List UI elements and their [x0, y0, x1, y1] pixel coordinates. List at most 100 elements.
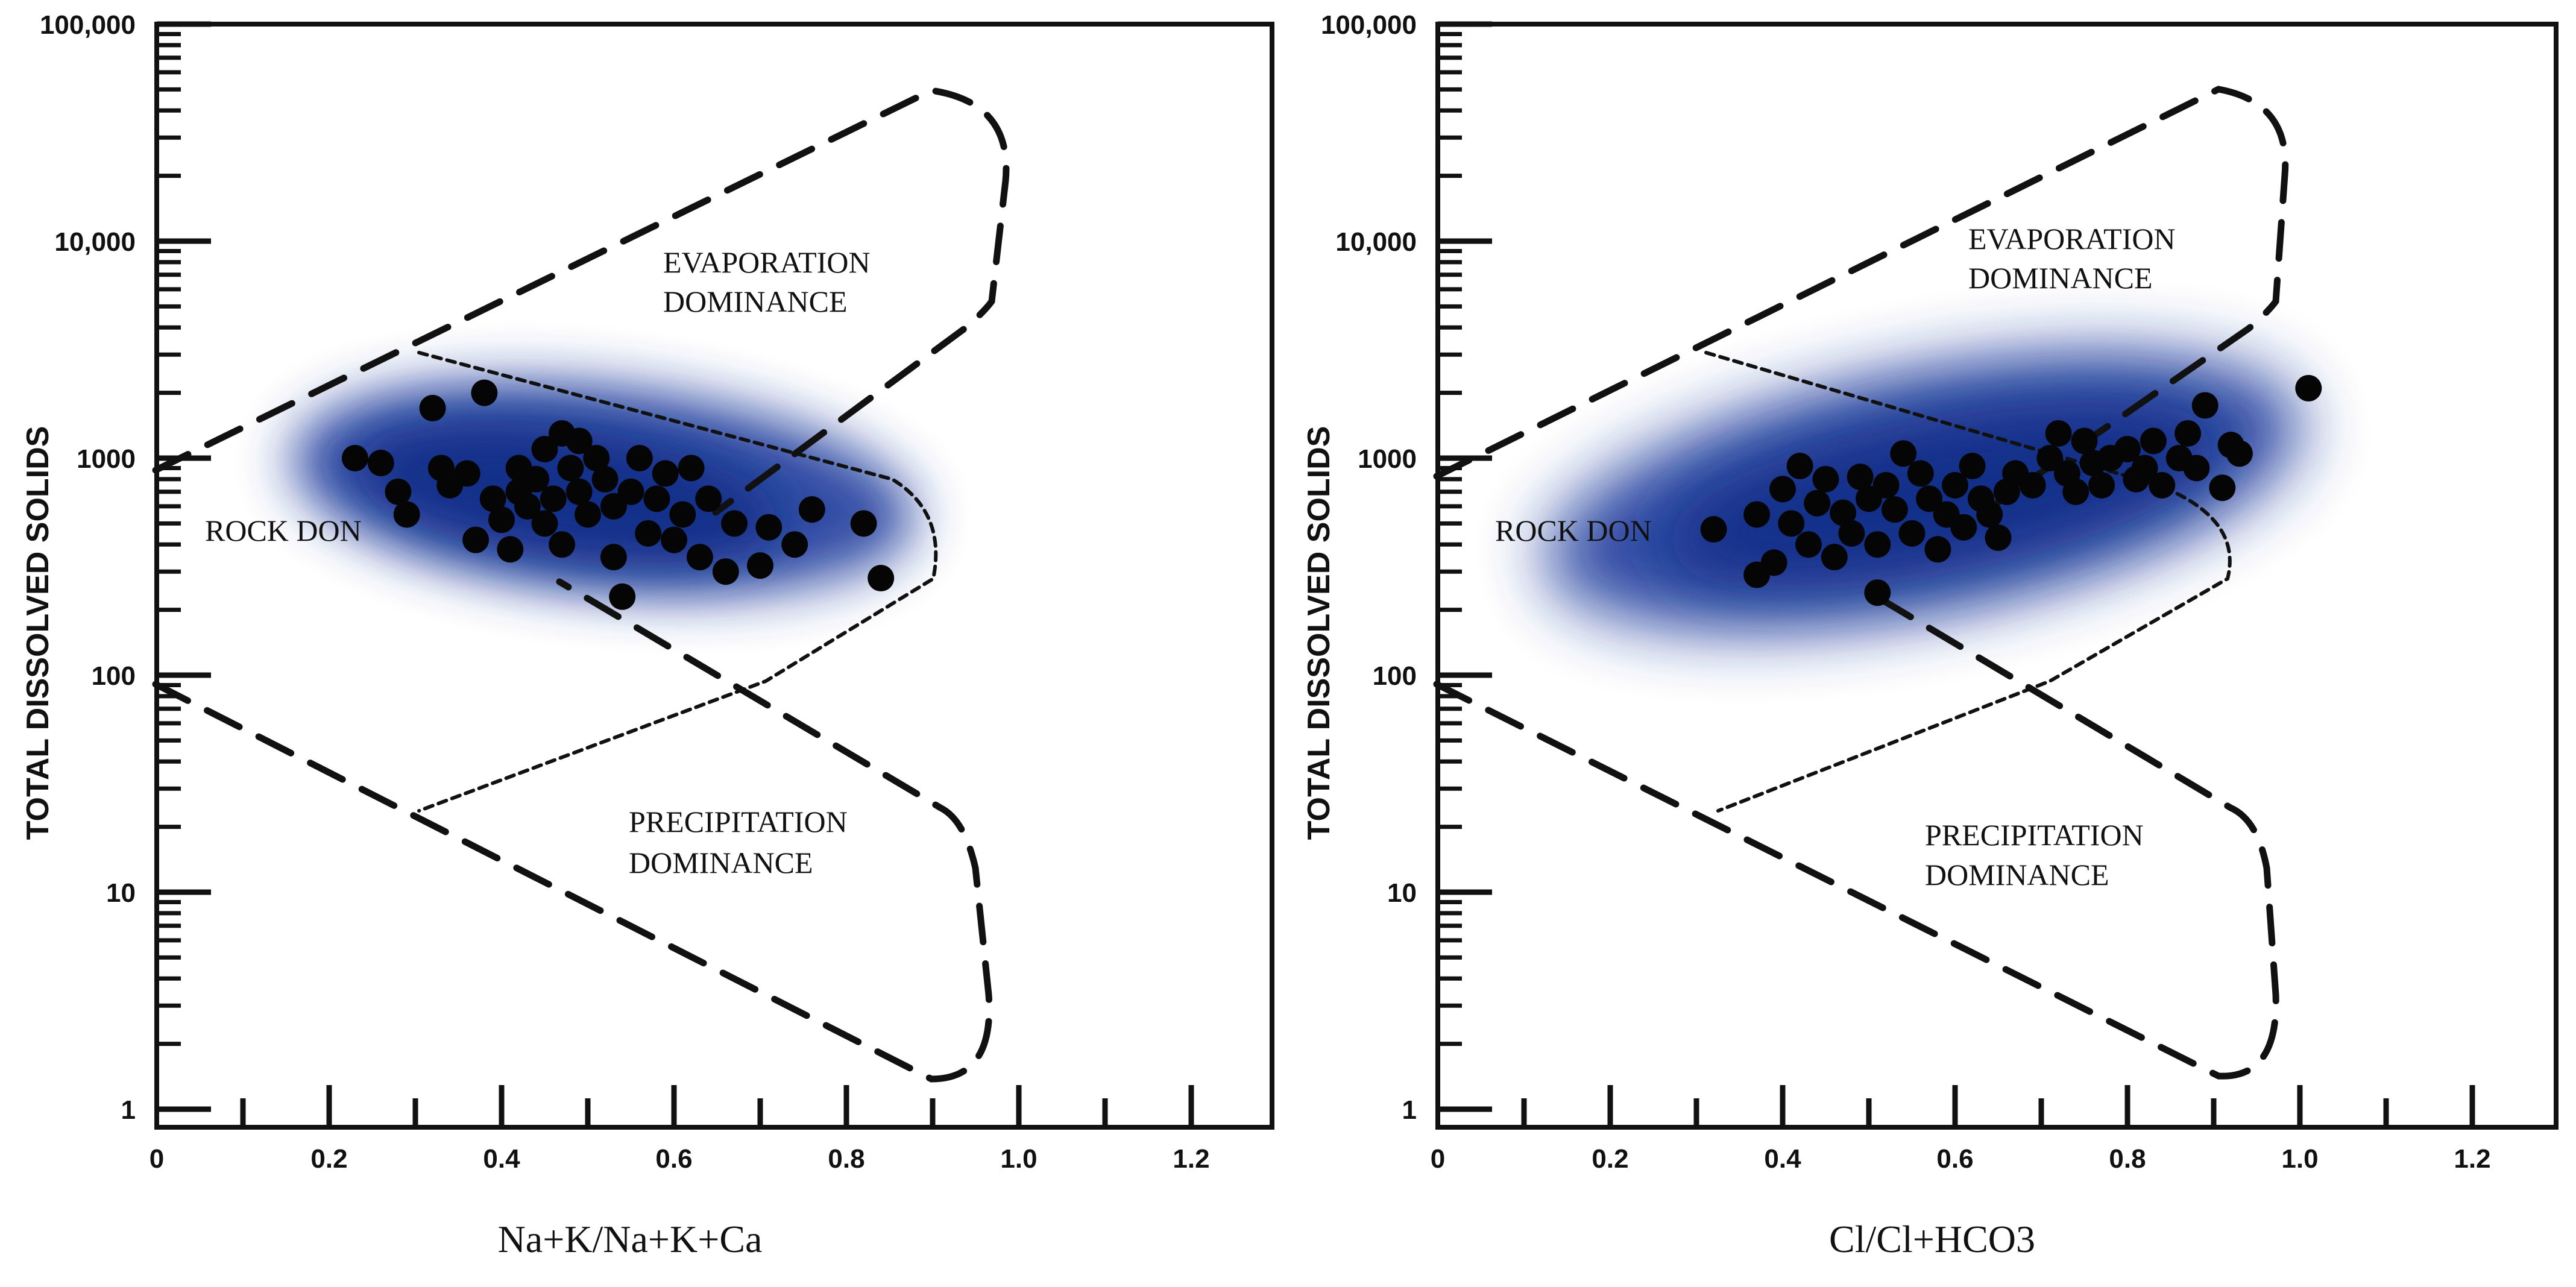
data-point: [1890, 440, 1917, 467]
x-tick-label: 0.8: [2109, 1144, 2146, 1174]
data-point: [1864, 579, 1891, 606]
data-point: [1743, 501, 1771, 528]
data-point: [1942, 471, 1968, 499]
data-point: [367, 450, 394, 477]
y-tick-label: 1: [1402, 1095, 1417, 1125]
data-point: [1976, 501, 2003, 528]
data-point: [617, 478, 644, 505]
data-point: [695, 485, 722, 512]
data-point: [1769, 476, 1796, 503]
data-point: [531, 510, 558, 537]
data-point: [1700, 516, 1727, 543]
region-label-evaporation-2: DOMINANCE: [1968, 261, 2153, 295]
data-points: [1700, 375, 2322, 606]
data-point: [2088, 471, 2115, 499]
data-point: [419, 395, 446, 422]
data-point: [2062, 478, 2089, 505]
y-tick-label: 100,000: [1321, 10, 1417, 40]
data-point: [523, 465, 550, 492]
data-point: [2174, 420, 2202, 447]
data-point: [2149, 471, 2176, 499]
data-point: [549, 531, 576, 558]
x-axis-ticks: 0 0.2 0.4 0.6 0.8 1.0 1.2: [150, 1085, 1210, 1174]
data-point: [393, 501, 420, 528]
data-point: [2114, 436, 2141, 463]
data-point: [652, 460, 679, 487]
data-point: [1830, 499, 1857, 526]
data-point: [1872, 471, 1900, 499]
data-point: [575, 501, 601, 528]
data-point: [1847, 464, 1874, 491]
data-point: [1924, 536, 1951, 563]
y-tick-label: 1000: [1358, 444, 1417, 474]
x-tick-label: 1.0: [2281, 1144, 2318, 1174]
region-label-evaporation: EVAPORATION: [1968, 222, 2176, 256]
y-axis-title: TOTAL DISSOLVED SOLIDS: [20, 426, 55, 840]
x-tick-label: 0.4: [483, 1144, 520, 1174]
data-point: [1907, 460, 1934, 487]
data-point: [661, 526, 687, 553]
data-point: [1760, 549, 1787, 576]
data-point: [781, 531, 808, 558]
data-point: [462, 526, 490, 553]
data-point: [583, 445, 610, 471]
region-label-rock: ROCK DON: [1495, 514, 1652, 547]
data-point: [1821, 544, 1848, 571]
region-label-evaporation: EVAPORATION: [663, 245, 871, 279]
data-point: [2071, 427, 2098, 455]
x-tick-label: 0.6: [655, 1144, 692, 1174]
region-label-rock: ROCK DON: [205, 514, 362, 547]
data-point: [868, 565, 895, 592]
gibbs-plot-anions: 1 10 100 1000 10,000 100,000 0 0.2 0.4 0.6 0.8 1.0…: [1302, 10, 2559, 1260]
data-point: [591, 465, 619, 492]
upper-boundary-dashed: [1433, 86, 2289, 516]
region-label-evaporation-2: DOMINANCE: [663, 285, 848, 318]
data-point: [1864, 531, 1891, 558]
boundary-curves: [152, 87, 1010, 1083]
data-point: [488, 506, 515, 533]
data-point: [2191, 392, 2219, 419]
data-point: [635, 520, 662, 547]
data-point: [471, 379, 498, 406]
data-point: [798, 496, 825, 523]
lower-boundary-dashed: [1433, 590, 2279, 1080]
x-tick-label: 0: [150, 1144, 164, 1174]
data-point: [1985, 524, 2012, 551]
data-point: [2209, 474, 2236, 502]
y-tick-label: 1: [121, 1095, 136, 1125]
data-point: [2019, 471, 2046, 499]
x-tick-label: 1.2: [2454, 1144, 2490, 1174]
y-tick-label: 10: [1387, 878, 1417, 908]
data-point: [514, 492, 541, 520]
data-point: [557, 455, 584, 482]
data-point: [712, 558, 739, 585]
gibbs-plot-cations: 1 10 100 1000 10,000 100,000 0 0.2 0.4 0.6 0.8 1.0…: [20, 10, 1274, 1260]
data-point: [755, 514, 783, 541]
data-point: [2183, 455, 2210, 482]
data-point: [686, 544, 713, 571]
x-tick-label: 1.0: [1000, 1144, 1037, 1174]
y-axis-ticks: 1 10 100 1000 10,000 100,000: [1321, 10, 1492, 1125]
plot-frame: [1435, 22, 2559, 1130]
y-tick-label: 10: [106, 878, 136, 908]
upper-boundary-dashed: [152, 87, 1010, 516]
data-point: [1812, 465, 1839, 492]
inner-boundary-dotted: [417, 351, 938, 813]
data-point: [1959, 453, 1986, 480]
data-point: [531, 436, 558, 463]
x-tick-label: 0.8: [828, 1144, 864, 1174]
data-point: [600, 544, 627, 571]
x-tick-label: 0.2: [1592, 1144, 1628, 1174]
data-point: [1881, 496, 1908, 523]
y-tick-label: 1000: [77, 444, 136, 474]
data-point: [643, 485, 670, 512]
data-point: [669, 501, 696, 528]
data-point: [721, 510, 748, 537]
data-point: [565, 427, 593, 455]
x-tick-label: 0.2: [310, 1144, 347, 1174]
data-point: [2045, 420, 2072, 447]
lower-boundary-dashed: [152, 578, 993, 1083]
data-point: [850, 510, 877, 537]
region-label-precipitation-2: DOMINANCE: [629, 846, 813, 880]
